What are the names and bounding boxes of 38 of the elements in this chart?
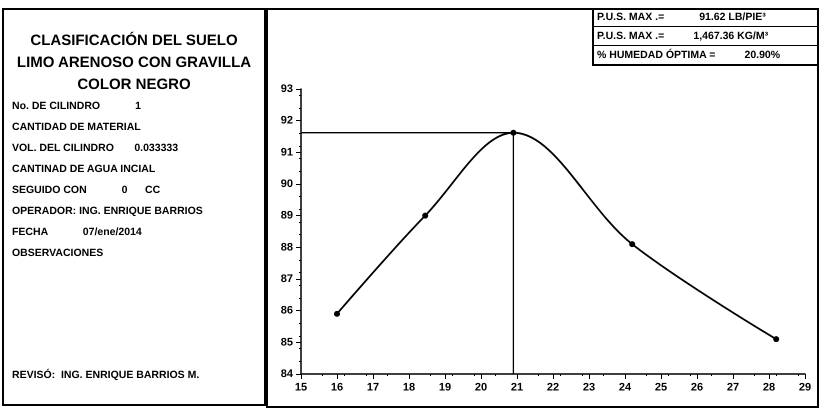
y-tick-label: 86 [280, 304, 293, 317]
x-tick-label: 26 [690, 382, 704, 394]
text: SEGUIDO CON 0 CC [12, 183, 162, 198]
x-tick-label: 24 [618, 382, 632, 394]
y-tick-label: 92 [280, 114, 293, 127]
text: P.U.S. MAX .= 91.62 LB/PIE³ [594, 8, 819, 27]
x-tick-label: 23 [582, 382, 596, 394]
y-tick-label: 88 [280, 241, 293, 254]
y-tick-label: 90 [280, 178, 293, 190]
x-tick-label: 15 [294, 382, 308, 394]
text: CANTIDAD DE MATERIAL [12, 120, 142, 135]
text: FECHA 07/ene/2014 [12, 225, 143, 240]
text: CANTINAD DE AGUA INCIAL [12, 162, 156, 177]
text: No. DE CILINDRO 1 [12, 99, 142, 114]
text: OPERADOR: ING. ENRIQUE BARRIOS [12, 204, 204, 219]
y-tick-label: 93 [280, 83, 293, 95]
x-tick-label: 17 [366, 382, 380, 394]
x-tick-label: 22 [546, 382, 560, 394]
text: % HUMEDAD ÓPTIMA = 20.90% [596, 48, 782, 63]
x-tick-label: 20 [474, 382, 488, 394]
x-tick-label: 18 [402, 382, 416, 394]
y-tick-label: 91 [280, 146, 293, 158]
text: CLASIFICACIÓN DEL SUELO LIMO ARENOSO CON GRAVILLA COLOR NEGRO [16, 30, 252, 95]
y-tick-label: 84 [280, 368, 294, 380]
y-tick-label: 87 [280, 273, 293, 285]
text: P.U.S. MAX .= 1,467.36 KG/M³ [594, 27, 819, 46]
y-tick-label: 85 [280, 336, 293, 348]
text: REVISÓ: ING. ENRIQUE BARRIOS M. [12, 368, 200, 383]
x-tick-label: 25 [654, 382, 668, 394]
text: OBSERVACIONES [12, 246, 104, 261]
y-tick-label: 89 [280, 210, 293, 222]
text: VOL. DEL CILINDRO 0.033333 [12, 141, 180, 156]
x-tick-label: 21 [510, 382, 524, 394]
x-tick-label: 16 [330, 382, 344, 394]
x-tick-label: 27 [726, 382, 740, 394]
x-tick-label: 28 [762, 382, 776, 394]
x-tick-label: 29 [798, 382, 812, 394]
x-tick-label: 19 [438, 382, 452, 394]
